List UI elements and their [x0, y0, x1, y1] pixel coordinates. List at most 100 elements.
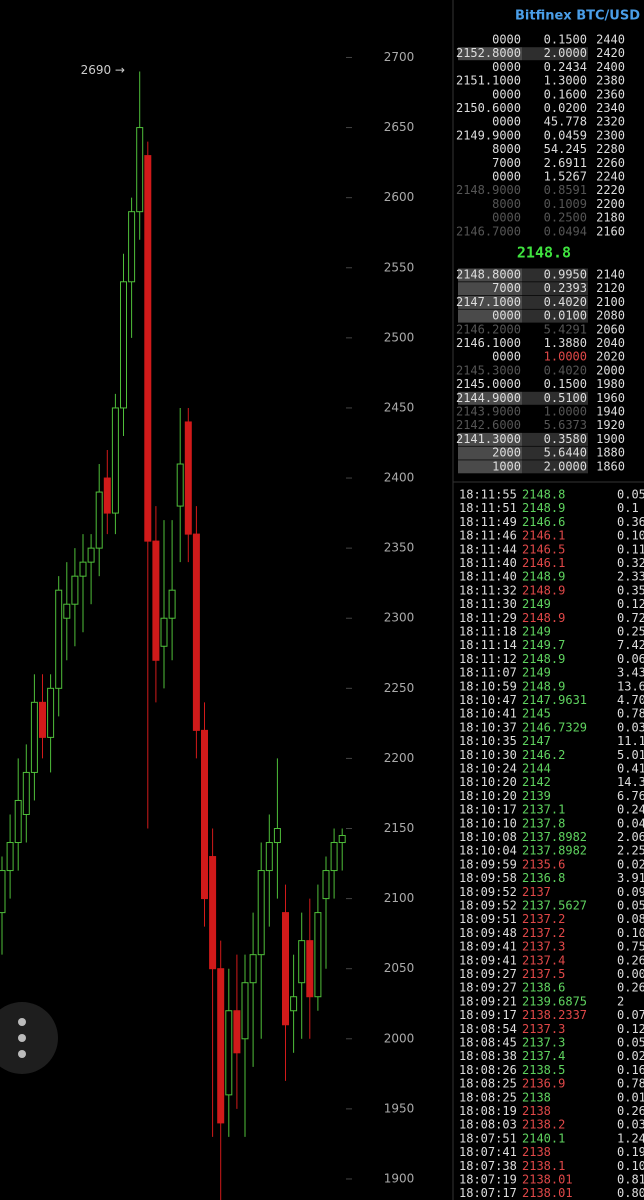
trade-time: 18:11:07	[459, 666, 517, 680]
book-depth: 1960	[596, 391, 625, 405]
candle-body	[71, 575, 79, 605]
candle-body	[217, 968, 225, 1124]
trade-price: 2138.1	[522, 1159, 565, 1173]
book-price: 0000	[492, 87, 521, 101]
trade-price: 2149	[522, 597, 551, 611]
book-depth: 2060	[596, 322, 625, 336]
book-depth: 2180	[596, 211, 625, 225]
menu-button-bg[interactable]	[0, 1002, 58, 1074]
trade-time: 18:11:14	[459, 638, 517, 652]
book-amount: 2.0000	[544, 46, 587, 60]
annotation: 2690 →	[81, 63, 125, 77]
trade-price: 2135.6	[522, 857, 565, 871]
trade-price: 2137.8982	[522, 844, 587, 858]
trade-time: 18:10:41	[459, 707, 517, 721]
trade-amount: 2	[617, 994, 624, 1008]
book-depth: 1860	[596, 459, 625, 473]
book-amount: 0.4020	[544, 295, 587, 309]
trade-time: 18:11:55	[459, 488, 517, 502]
trade-price: 2137.4	[522, 1049, 565, 1063]
row-highlight	[522, 432, 588, 446]
trade-price: 2139	[522, 789, 551, 803]
book-depth: 2300	[596, 128, 625, 142]
book-price: 2142.6000	[456, 418, 521, 432]
trade-price: 2144	[522, 762, 551, 776]
book-depth: 2380	[596, 74, 625, 88]
candle-body	[6, 842, 14, 872]
y-tick-label: 2350	[384, 541, 415, 555]
book-depth: 1920	[596, 418, 625, 432]
candle-body	[136, 127, 144, 213]
candle-body	[87, 547, 95, 563]
trade-amount: 0.03	[617, 720, 644, 734]
book-price: 1000	[492, 459, 521, 473]
book-price: 2146.2000	[456, 322, 521, 336]
book-amount: 45.778	[544, 115, 587, 129]
book-price: 2000	[492, 446, 521, 460]
y-tick-label: 2150	[384, 821, 415, 835]
book-depth: 2360	[596, 87, 625, 101]
trade-amount: 0.26	[617, 1104, 644, 1118]
trade-amount: 0.81	[617, 1173, 644, 1187]
trade-time: 18:07:41	[459, 1145, 517, 1159]
trade-time: 18:11:46	[459, 529, 517, 543]
candle-body	[120, 281, 127, 409]
book-price: 0000	[492, 60, 521, 74]
trade-price: 2140.1	[522, 1131, 565, 1145]
trade-amount: 0.80	[617, 1186, 644, 1200]
candle-body	[95, 491, 103, 549]
book-amount: 5.6373	[544, 418, 587, 432]
trade-price: 2139.6875	[522, 994, 587, 1008]
book-depth: 2040	[596, 336, 625, 350]
trade-amount: 0.32	[617, 556, 644, 570]
trade-amount: 1.24	[617, 1131, 644, 1145]
trade-time: 18:10:20	[459, 775, 517, 789]
menu-button[interactable]	[0, 1002, 58, 1074]
candle-body	[47, 687, 55, 738]
trade-price: 2148.9	[522, 611, 565, 625]
trade-time: 18:09:41	[459, 953, 517, 967]
trade-amount: 0.11	[617, 542, 644, 556]
trade-time: 18:10:17	[459, 803, 517, 817]
candle-body	[298, 940, 306, 984]
trade-price: 2138	[522, 1145, 551, 1159]
trade-amount: 0.04	[617, 816, 644, 830]
book-depth: 2220	[596, 183, 625, 197]
book-amount: 1.0000	[544, 405, 587, 419]
trade-amount: 3.43	[617, 666, 644, 680]
trade-price: 2136.9	[522, 1077, 565, 1091]
book-depth: 2140	[596, 268, 625, 282]
book-price: 2148.9000	[456, 183, 521, 197]
trade-amount: 0.05	[617, 488, 644, 502]
trade-time: 18:11:32	[459, 583, 517, 597]
trade-time: 18:07:19	[459, 1173, 517, 1187]
trade-price: 2147	[522, 734, 551, 748]
trade-price: 2148.8	[522, 488, 565, 502]
book-price: 2145.0000	[456, 377, 521, 391]
book-price: 2146.1000	[456, 336, 521, 350]
trade-amount: 0.25	[617, 625, 644, 639]
book-price: 2149.9000	[456, 128, 521, 142]
trade-time: 18:10:47	[459, 693, 517, 707]
book-depth: 2100	[596, 295, 625, 309]
trade-time: 18:11:44	[459, 542, 517, 556]
book-price: 2152.8000	[456, 46, 521, 60]
book-depth: 1880	[596, 446, 625, 460]
trade-price: 2137.1	[522, 803, 565, 817]
trade-price: 2149	[522, 625, 551, 639]
trade-price: 2145	[522, 707, 551, 721]
book-amount: 5.6440	[544, 446, 587, 460]
trade-time: 18:07:38	[459, 1159, 517, 1173]
trade-time: 18:08:38	[459, 1049, 517, 1063]
candle-body	[314, 912, 322, 998]
book-amount: 0.3580	[544, 432, 587, 446]
trade-price: 2148.9	[522, 583, 565, 597]
row-highlight	[522, 282, 588, 296]
candle-body	[306, 940, 314, 998]
book-depth: 2440	[596, 33, 625, 47]
trade-time: 18:08:25	[459, 1077, 517, 1091]
book-amount: 2.0000	[544, 459, 587, 473]
candle-body	[201, 729, 208, 900]
trade-amount: 0.00	[617, 967, 644, 981]
row-highlight	[458, 47, 522, 61]
